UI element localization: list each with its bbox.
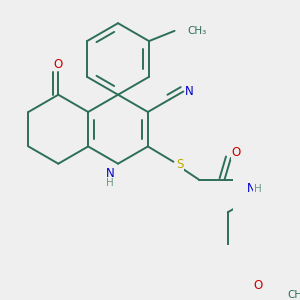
- Text: S: S: [176, 158, 184, 171]
- Text: O: O: [54, 58, 63, 70]
- Text: N: N: [106, 167, 115, 180]
- Text: O: O: [231, 146, 241, 159]
- Text: O: O: [253, 279, 262, 292]
- Text: N: N: [247, 182, 256, 195]
- Text: H: H: [254, 184, 262, 194]
- Text: N: N: [185, 85, 194, 98]
- Text: CH₃: CH₃: [287, 290, 300, 300]
- Text: H: H: [106, 178, 114, 188]
- Text: CH₃: CH₃: [187, 26, 207, 36]
